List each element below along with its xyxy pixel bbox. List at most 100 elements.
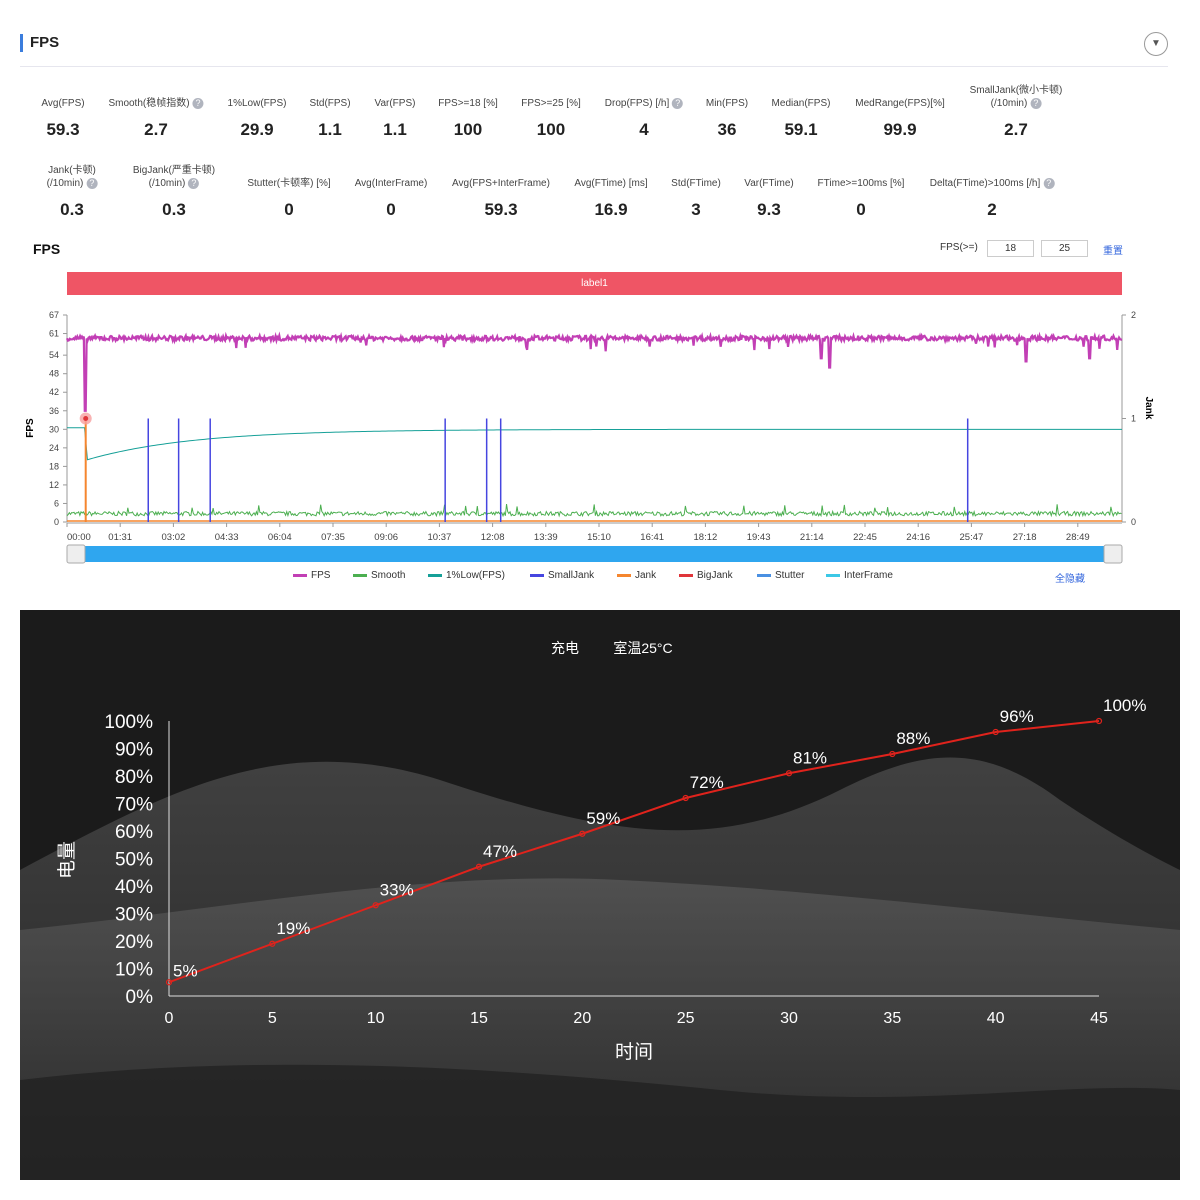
help-icon[interactable]: ?: [188, 177, 200, 189]
zoom-slider-handle-left[interactable]: [66, 544, 86, 564]
stat-label: FPS>=25 [%]: [521, 98, 581, 109]
x-tick-label: 10:37: [428, 532, 452, 543]
y-tick-label: 50%: [115, 850, 153, 871]
x-tick-label: 19:43: [747, 532, 771, 543]
data-label: 59%: [586, 809, 620, 828]
x-tick-label: 35: [883, 1010, 901, 1027]
legend-label: Jank: [635, 570, 657, 581]
fps-threshold-label: FPS(>=): [940, 242, 978, 253]
y2-tick-label: 0: [1131, 517, 1136, 527]
stat-fps-25: FPS>=25 [%] 100: [521, 97, 581, 139]
stat-value: 16.9: [594, 200, 628, 219]
battery-point: [579, 830, 586, 837]
zoom-slider-handle-right[interactable]: [1103, 544, 1123, 564]
chart-title-temperature: 室温25°C: [613, 640, 672, 656]
legend-swatch: [353, 574, 367, 577]
stat-avg-ftime-ms: Avg(FTime) [ms] 16.9: [574, 177, 647, 219]
data-label: 72%: [690, 773, 724, 792]
stat-label: Jank(卡顿): [48, 165, 96, 176]
fps-threshold-input-1[interactable]: 18: [987, 240, 1034, 257]
x-tick-label: 0: [165, 1010, 174, 1027]
stat-value: 100: [453, 120, 483, 139]
legend-item-smooth[interactable]: Smooth: [353, 570, 405, 581]
legend-label: Smooth: [371, 570, 406, 581]
stat-label: Var(FTime): [744, 178, 794, 189]
battery-point: [372, 902, 379, 909]
help-icon[interactable]: ?: [1030, 97, 1042, 109]
legend-item-interframe[interactable]: InterFrame: [826, 570, 893, 581]
legend-item-1lowfps[interactable]: 1%Low(FPS): [428, 570, 505, 581]
stat-label: FPS>=18 [%]: [438, 98, 498, 109]
stat-value: 59.1: [784, 120, 818, 139]
stat-label: Drop(FPS) [/h]?: [605, 97, 684, 110]
x-tick-label: 5: [268, 1010, 277, 1027]
data-label: 33%: [380, 880, 414, 899]
y-tick-label: 90%: [115, 740, 153, 761]
legend-swatch: [617, 574, 631, 577]
stat-std-ftime: Std(FTime) 3: [671, 177, 721, 219]
legend-item-fps[interactable]: FPS: [293, 570, 330, 581]
stat-avg-fps-interframe: Avg(FPS+InterFrame) 59.3: [452, 177, 550, 219]
stat-label: Std(FPS): [309, 98, 351, 109]
data-label: 100%: [1103, 696, 1146, 715]
y-tick-label: 54: [49, 350, 59, 360]
x-tick-label: 00:00: [67, 532, 91, 543]
reset-link[interactable]: 重置: [1103, 246, 1123, 257]
help-icon[interactable]: ?: [1043, 177, 1055, 189]
stat-avg-interframe: Avg(InterFrame) 0: [355, 177, 428, 219]
legend-item-bigjank[interactable]: BigJank: [679, 570, 733, 581]
fps-threshold-input-2[interactable]: 25: [1041, 240, 1088, 257]
stat-label-unit: (/10min)?: [133, 177, 215, 190]
help-icon[interactable]: ?: [672, 97, 684, 109]
x-tick-label: 27:18: [1013, 532, 1037, 543]
x-tick-label: 12:08: [481, 532, 505, 543]
legend-item-stutter[interactable]: Stutter: [757, 570, 804, 581]
x-tick-label: 01:31: [108, 532, 132, 543]
stat-var-fps: Var(FPS) 1.1: [375, 97, 416, 139]
stat-value: 0: [856, 200, 866, 219]
y-tick-label: 20%: [115, 932, 153, 953]
y-tick-label: 6: [54, 498, 59, 508]
x-tick-label: 21:14: [800, 532, 824, 543]
x-tick-label: 20: [573, 1010, 591, 1027]
legend-swatch: [757, 574, 771, 577]
y2-axis-title: Jank: [1143, 397, 1154, 420]
legend-label: Stutter: [775, 570, 805, 581]
data-label: 5%: [173, 961, 198, 980]
series-smooth: [66, 504, 1122, 518]
help-icon[interactable]: ?: [192, 97, 204, 109]
stat-label: Median(FPS): [771, 98, 831, 109]
stat-jank: Jank(卡顿) (/10min)? 0.3: [47, 164, 98, 219]
stat-avg-fps: Avg(FPS) 59.3: [41, 97, 84, 139]
y-tick-label: 18: [49, 461, 59, 471]
stat-value: 100: [536, 120, 566, 139]
x-tick-label: 28:49: [1066, 532, 1090, 543]
stat-label-unit: (/10min)?: [47, 177, 98, 190]
label-band[interactable]: label1: [67, 272, 1122, 295]
legend-swatch: [679, 574, 693, 577]
battery-point: [682, 794, 689, 802]
y-tick-label: 100%: [104, 712, 153, 733]
y-tick-label: 70%: [115, 795, 153, 816]
hide-all-link[interactable]: 全隐藏: [1055, 574, 1085, 585]
chevron-down-icon[interactable]: ▼: [1144, 32, 1168, 56]
divider: [20, 66, 1168, 67]
stat-label: FTime>=100ms [%]: [817, 178, 905, 189]
x-tick-label: 30: [780, 1010, 798, 1027]
stat-value: 36: [717, 120, 737, 139]
legend-swatch: [293, 574, 307, 577]
legend-item-smalljank[interactable]: SmallJank: [530, 570, 594, 581]
y-tick-label: 30%: [115, 905, 153, 926]
legend-label: FPS: [311, 570, 331, 581]
y-tick-label: 48: [49, 369, 59, 379]
battery-line: [168, 720, 1100, 984]
series-fps: [65, 331, 1123, 412]
help-icon[interactable]: ?: [86, 177, 98, 189]
x-tick-label: 07:35: [321, 532, 345, 543]
legend-swatch: [428, 574, 442, 577]
bigjank-marker[interactable]: [83, 416, 89, 421]
battery-chart: 充电 室温25°C 时间 电量 0% 10% 20% 30% 40% 50% 60% 70% 8…: [20, 640, 1180, 1180]
stat-value: 2.7: [144, 120, 168, 139]
zoom-slider-track[interactable]: [67, 546, 1122, 562]
legend-item-jank[interactable]: Jank: [617, 570, 656, 581]
